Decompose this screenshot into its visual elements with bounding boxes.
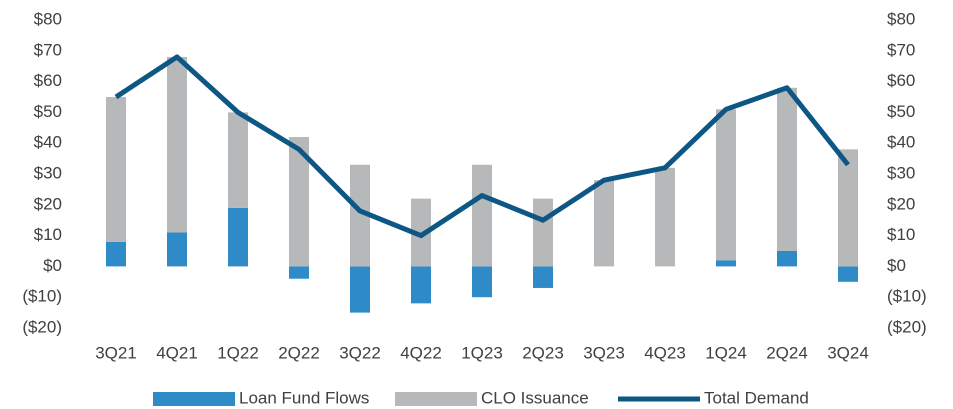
y2-tick-label: $0 — [887, 256, 906, 275]
x-tick-label: 2Q22 — [278, 343, 320, 362]
x-tick-label: 3Q21 — [95, 343, 137, 362]
y-tick-label: ($10) — [22, 287, 62, 306]
x-tick-label: 1Q23 — [461, 343, 503, 362]
y-tick-label: $0 — [43, 256, 62, 275]
x-tick-label: 3Q23 — [583, 343, 625, 362]
x-tick-label: 3Q24 — [827, 343, 869, 362]
bar — [167, 56, 187, 233]
bar — [777, 87, 797, 251]
bar — [106, 97, 126, 242]
bar — [106, 241, 126, 267]
bar — [350, 164, 370, 267]
y-tick-label: $80 — [34, 9, 62, 28]
bar — [228, 207, 248, 267]
y-tick-label: $50 — [34, 102, 62, 121]
legend-swatch — [153, 392, 235, 406]
bar — [411, 266, 431, 304]
y2-tick-label: $10 — [887, 225, 915, 244]
bar — [533, 198, 553, 267]
y-tick-label: $10 — [34, 225, 62, 244]
x-tick-label: 4Q21 — [156, 343, 198, 362]
bar — [289, 137, 309, 267]
bar — [777, 251, 797, 267]
y2-tick-label: $80 — [887, 9, 915, 28]
y2-tick-label: ($20) — [887, 317, 927, 336]
x-tick-label: 3Q22 — [339, 343, 381, 362]
y-tick-label: $20 — [34, 194, 62, 213]
y2-tick-label: $30 — [887, 163, 915, 182]
bar — [716, 260, 736, 267]
y2-tick-label: $60 — [887, 71, 915, 90]
x-tick-label: 2Q24 — [766, 343, 808, 362]
bar — [655, 167, 675, 267]
legend-label: Loan Fund Flows — [239, 388, 369, 407]
bar — [838, 149, 858, 267]
y-tick-label: $40 — [34, 133, 62, 152]
line — [114, 54, 850, 239]
bar — [167, 232, 187, 267]
y2-tick-label: $50 — [887, 102, 915, 121]
legend-label: CLO Issuance — [481, 388, 589, 407]
bar — [289, 266, 309, 279]
y2-tick-label: ($10) — [887, 287, 927, 306]
legend-label: Total Demand — [704, 388, 809, 407]
bar — [472, 164, 492, 267]
bar — [716, 109, 736, 261]
y-tick-label: $30 — [34, 163, 62, 182]
x-tick-label: 2Q23 — [522, 343, 564, 362]
bar — [350, 266, 370, 313]
bar — [472, 266, 492, 298]
bar — [838, 266, 858, 282]
y-tick-label: ($20) — [22, 317, 62, 336]
x-tick-label: 1Q22 — [217, 343, 259, 362]
legend-swatch — [395, 392, 477, 406]
bar — [533, 266, 553, 288]
y2-tick-label: $70 — [887, 40, 915, 59]
bar — [594, 180, 614, 267]
bar — [411, 198, 431, 267]
y-tick-label: $60 — [34, 71, 62, 90]
y2-tick-label: $20 — [887, 194, 915, 213]
y2-tick-label: $40 — [887, 133, 915, 152]
x-tick-label: 4Q22 — [400, 343, 442, 362]
bar — [228, 112, 248, 208]
x-tick-label: 1Q24 — [705, 343, 747, 362]
y-tick-label: $70 — [34, 40, 62, 59]
x-tick-label: 4Q23 — [644, 343, 686, 362]
